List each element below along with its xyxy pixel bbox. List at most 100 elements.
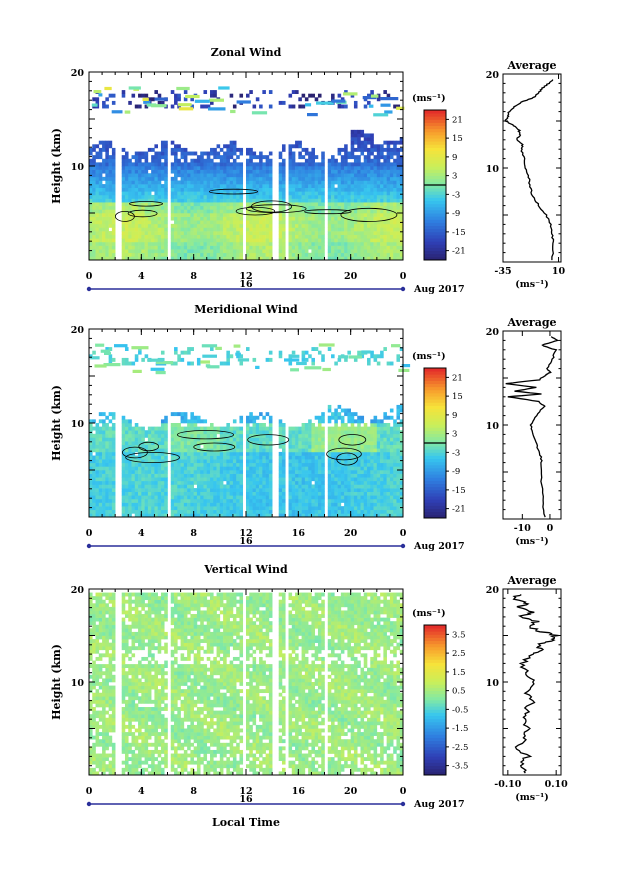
heatmap-cell	[317, 241, 322, 246]
heatmap-cell	[232, 180, 237, 185]
heatmap-cell	[344, 173, 348, 178]
heatmap-cell	[170, 227, 175, 232]
heatmap-cell	[304, 426, 309, 431]
heatmap-cell	[246, 419, 250, 424]
heatmap-cell	[393, 202, 397, 207]
heatmap-cell	[337, 502, 342, 507]
heatmap-cell	[210, 245, 214, 250]
heatmap-cell	[389, 180, 394, 185]
heatmap-cell	[141, 430, 145, 435]
heatmap-cell	[396, 223, 401, 228]
heatmap-cell	[128, 176, 132, 181]
heatmap-cell	[196, 231, 201, 235]
heatmap-cell	[288, 173, 293, 178]
heatmap-cell	[89, 205, 93, 210]
heatmap-cell	[301, 462, 306, 467]
heatmap-cell	[239, 495, 244, 500]
heatmap-cell	[373, 158, 378, 163]
heatmap-cell	[301, 430, 306, 435]
heatmap-cell	[210, 227, 214, 232]
heatmap-cell	[124, 470, 129, 474]
heatmap-cell	[288, 480, 293, 485]
heatmap-cell	[321, 470, 325, 474]
heatmap-cell	[262, 166, 266, 170]
heatmap-cell	[105, 252, 109, 257]
heatmap-cell	[124, 419, 129, 424]
heatmap-cell	[190, 347, 194, 351]
heatmap-cell	[206, 173, 211, 178]
heatmap-cell	[265, 191, 270, 196]
colorbar-segment	[424, 185, 446, 189]
heatmap-cell	[226, 176, 230, 181]
heatmap-cell	[229, 473, 234, 478]
heatmap-cell	[331, 227, 335, 232]
heatmap-cell	[327, 209, 332, 214]
heatmap-cell	[190, 437, 194, 442]
heatmap-cell	[177, 495, 181, 500]
heatmap-cell	[102, 166, 106, 170]
heatmap-cell	[203, 220, 208, 225]
heatmap-cell	[389, 187, 394, 192]
heatmap-cell	[288, 451, 293, 456]
heatmap-cell	[226, 480, 230, 485]
heatmap-cell	[170, 147, 175, 152]
heatmap-cell	[278, 495, 283, 500]
heatmap-cell	[151, 473, 155, 478]
heatmap-cell	[229, 354, 234, 359]
heatmap-cell	[327, 234, 332, 239]
heatmap-cell	[219, 223, 224, 228]
heatmap-cell	[160, 144, 165, 149]
heatmap-cell	[380, 245, 384, 250]
heatmap-cell	[105, 231, 109, 235]
heatmap-cell	[147, 231, 152, 235]
heatmap-cell	[314, 231, 319, 235]
heatmap-cell	[281, 166, 286, 170]
heatmap-cell	[203, 495, 208, 500]
heatmap-cell	[183, 444, 188, 449]
heatmap-cell	[307, 113, 318, 117]
heatmap-cell	[180, 256, 185, 261]
heatmap-cell	[373, 147, 378, 152]
heatmap-cell	[340, 231, 345, 235]
heatmap-cell	[337, 180, 342, 185]
heatmap-cell	[177, 216, 181, 221]
heatmap-cell	[223, 234, 227, 239]
heatmap-cell	[331, 209, 335, 214]
heatmap-cell	[180, 462, 185, 467]
heatmap-cell	[160, 470, 165, 474]
heatmap-cell	[331, 97, 335, 102]
heatmap-cell	[183, 466, 188, 471]
heatmap-cell	[239, 419, 244, 424]
heatmap-cell	[393, 213, 397, 217]
heatmap-cell	[340, 473, 345, 478]
heatmap-cell	[252, 241, 257, 246]
heatmap-cell	[232, 441, 237, 445]
heatmap-cell	[327, 173, 332, 178]
heatmap-cell	[223, 162, 227, 167]
heatmap-cell	[311, 180, 315, 185]
heatmap-cell	[108, 158, 113, 163]
heatmap-cell	[317, 350, 322, 355]
heatmap-cell	[396, 245, 401, 250]
heatmap-cell	[337, 256, 342, 261]
heatmap-cell	[311, 455, 315, 460]
heatmap-cell	[340, 97, 345, 102]
heatmap-cell	[255, 513, 260, 518]
heatmap-cell	[219, 488, 224, 492]
heatmap-cell	[301, 202, 306, 207]
heatmap-cell	[367, 249, 371, 254]
heatmap-cell	[92, 495, 96, 500]
heatmap-cell	[144, 506, 149, 511]
heatmap-cell	[180, 451, 185, 456]
heatmap-cell	[344, 252, 348, 257]
heatmap-cell	[350, 209, 355, 214]
heatmap-cell	[187, 234, 191, 239]
heatmap-cell	[229, 252, 234, 257]
heatmap-cell	[321, 216, 325, 221]
heatmap-cell	[383, 176, 387, 181]
heatmap-cell	[334, 213, 338, 217]
heatmap-cell	[281, 473, 286, 478]
heatmap-cell	[180, 223, 185, 228]
heatmap-cell	[210, 223, 214, 228]
heatmap-cell	[111, 198, 116, 203]
